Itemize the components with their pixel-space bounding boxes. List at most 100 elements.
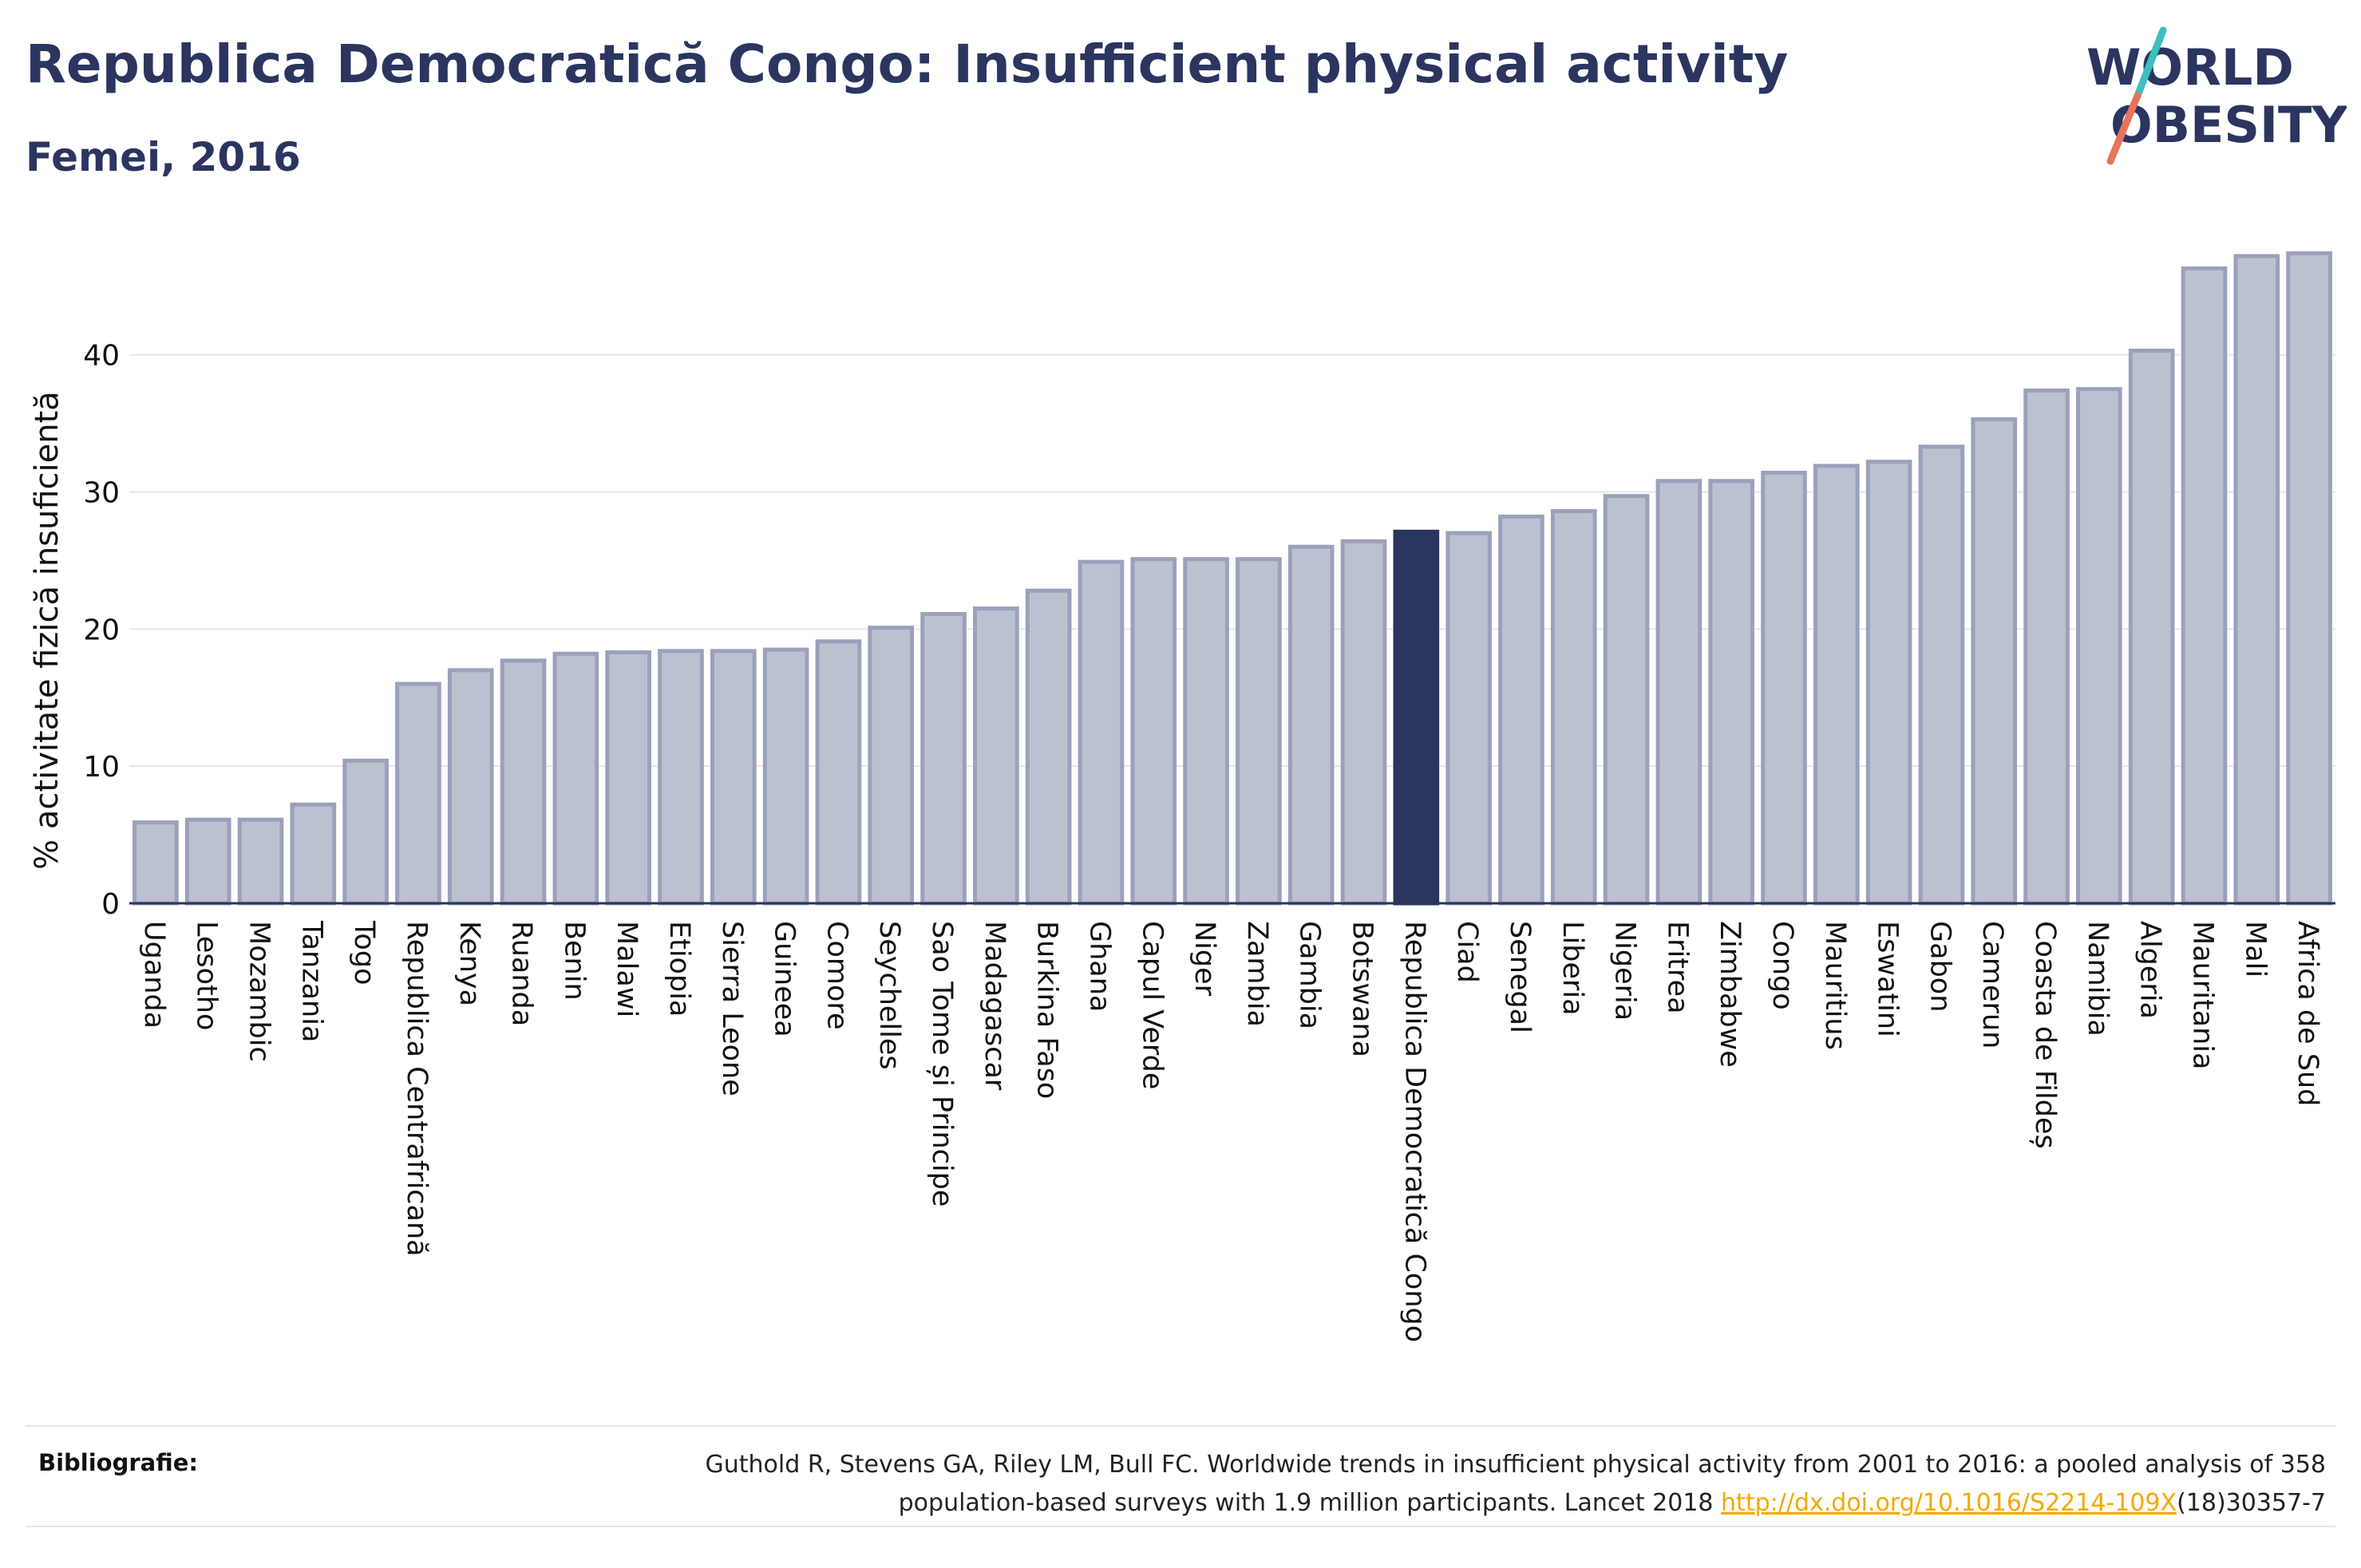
x-tick-labels: Uganda Lesotho Mozambic Tanzania Togo Republi… bbox=[138, 920, 2323, 1342]
bar bbox=[1550, 509, 1597, 906]
bar bbox=[132, 820, 179, 906]
bar bbox=[2181, 266, 2228, 906]
logo-line1: WORLD bbox=[2086, 38, 2294, 97]
bar bbox=[1183, 557, 1229, 906]
x-tick-label: Republica Centrafricană bbox=[401, 921, 433, 1257]
bar bbox=[290, 802, 337, 906]
y-tick-label: 20 bbox=[83, 614, 120, 646]
bar bbox=[1918, 444, 1965, 906]
x-tick-label: Gambia bbox=[1294, 921, 1326, 1029]
x-tick-label: Uganda bbox=[138, 921, 170, 1029]
bar bbox=[2076, 387, 2122, 906]
bar bbox=[1813, 464, 1860, 906]
x-tick-label: Congo bbox=[1766, 921, 1798, 1010]
y-tick-label: 10 bbox=[83, 751, 120, 784]
x-tick-label: Nigeria bbox=[1609, 921, 1641, 1021]
x-tick-label: Togo bbox=[348, 920, 380, 985]
x-tick-label: Botswana bbox=[1347, 921, 1378, 1057]
x-tick-label: Republica Democratică Congo bbox=[1398, 921, 1430, 1342]
x-tick-label: Senegal bbox=[1504, 921, 1536, 1033]
citation-line1: Guthold R, Stevens GA, Riley LM, Bull FC… bbox=[705, 1451, 2326, 1479]
x-tick-label: Ghana bbox=[1083, 921, 1115, 1012]
chart-subtitle: Femei, 2016 bbox=[26, 134, 301, 180]
x-tick-label: Kenya bbox=[453, 921, 485, 1006]
x-tick-label: Capul Verde bbox=[1136, 921, 1168, 1089]
bar bbox=[762, 647, 809, 906]
bar bbox=[2286, 251, 2332, 906]
bar bbox=[342, 758, 389, 906]
x-tick-label: Seychelles bbox=[873, 921, 905, 1070]
logo-line2: OBESITY bbox=[2110, 96, 2347, 154]
bar bbox=[658, 649, 704, 906]
x-tick-label: Gabon bbox=[1924, 921, 1956, 1012]
x-tick-label: Mauritania bbox=[2186, 921, 2218, 1069]
x-tick-label: Algeria bbox=[2134, 921, 2166, 1019]
x-tick-label: Namibia bbox=[2082, 921, 2114, 1037]
x-tick-label: Mali bbox=[2239, 921, 2271, 978]
bar bbox=[1130, 557, 1177, 906]
bibliography-citation: Guthold R, Stevens GA, Riley LM, Bull FC… bbox=[490, 1446, 2326, 1523]
bar bbox=[1708, 479, 1755, 906]
y-tick-label: 30 bbox=[83, 476, 120, 509]
bar bbox=[2023, 388, 2070, 906]
logo-slash-coral bbox=[2106, 92, 2142, 165]
footer-divider-top bbox=[26, 1425, 2335, 1427]
bar bbox=[710, 649, 757, 906]
x-tick-label: Mauritius bbox=[1819, 921, 1851, 1050]
x-tick-label: Niger bbox=[1188, 921, 1220, 997]
x-tick-label: Ruanda bbox=[506, 921, 538, 1026]
bar bbox=[237, 817, 284, 906]
bar bbox=[1971, 417, 2018, 906]
x-tick-label: Eswatini bbox=[1872, 921, 1904, 1037]
footer-divider-bottom bbox=[26, 1526, 2335, 1527]
bars-layer bbox=[132, 251, 2332, 906]
bar bbox=[1655, 479, 1703, 906]
bar bbox=[552, 651, 599, 906]
bar bbox=[973, 606, 1019, 906]
x-tick-label: Benin bbox=[558, 921, 590, 1001]
x-tick-label: Madagascar bbox=[979, 921, 1010, 1091]
bar bbox=[1287, 544, 1335, 906]
bar bbox=[2128, 348, 2175, 906]
x-tick-label: Sao Tome și Principe bbox=[926, 921, 958, 1207]
bar bbox=[815, 639, 862, 906]
bar bbox=[1078, 559, 1125, 906]
x-tick-label: Eritrea bbox=[1661, 921, 1693, 1014]
bar bbox=[500, 658, 547, 906]
world-obesity-logo: WORLD OBESITY bbox=[2086, 26, 2347, 165]
x-tick-label: Burkina Faso bbox=[1031, 921, 1063, 1099]
bibliography-label: Bibliografie: bbox=[38, 1449, 198, 1476]
x-tick-label: Comore bbox=[821, 921, 852, 1030]
x-tick-label: Coasta de Fildeș bbox=[2029, 921, 2061, 1149]
x-tick-label: Mozambic bbox=[243, 921, 275, 1062]
x-tick-label: Tanzania bbox=[295, 920, 327, 1042]
bar bbox=[868, 626, 915, 906]
y-tick-labels: 0 10 20 30 40 bbox=[83, 340, 120, 921]
bar bbox=[1761, 470, 1807, 906]
x-tick-label: Ciad bbox=[1451, 921, 1483, 983]
bar bbox=[1340, 539, 1387, 906]
x-tick-label: Africa de Sud bbox=[2292, 921, 2323, 1106]
logo-slash-teal bbox=[2134, 26, 2167, 100]
bar bbox=[1236, 557, 1282, 906]
bar bbox=[1025, 588, 1072, 906]
x-tick-label: Lesotho bbox=[191, 921, 223, 1030]
bar bbox=[1603, 494, 1650, 906]
bar bbox=[605, 650, 652, 906]
citation-doi-link[interactable]: http://dx.doi.org/10.1016/S2214-109X bbox=[1721, 1489, 2177, 1517]
x-tick-label: Malawi bbox=[611, 921, 643, 1017]
citation-line2-prefix: population-based surveys with 1.9 millio… bbox=[898, 1489, 1722, 1517]
bar-chart: 0 10 20 30 40 Uganda Lesotho Mozambic Tanzania T… bbox=[29, 251, 2335, 1342]
bar-highlighted bbox=[1393, 529, 1440, 906]
x-tick-label: Zimbabwe bbox=[1714, 921, 1746, 1068]
y-tick-label: 0 bbox=[101, 888, 120, 921]
bar bbox=[395, 681, 441, 906]
x-tick-label: Zambia bbox=[1241, 921, 1273, 1027]
bar bbox=[1445, 531, 1492, 906]
x-tick-label: Guineea bbox=[769, 921, 801, 1037]
x-tick-label: Sierra Leone bbox=[716, 921, 748, 1096]
citation-suffix: (18)30357-7 bbox=[2177, 1489, 2326, 1517]
bar bbox=[1865, 460, 1912, 906]
x-tick-label: Etiopia bbox=[663, 921, 695, 1017]
y-tick-label: 40 bbox=[83, 340, 120, 373]
